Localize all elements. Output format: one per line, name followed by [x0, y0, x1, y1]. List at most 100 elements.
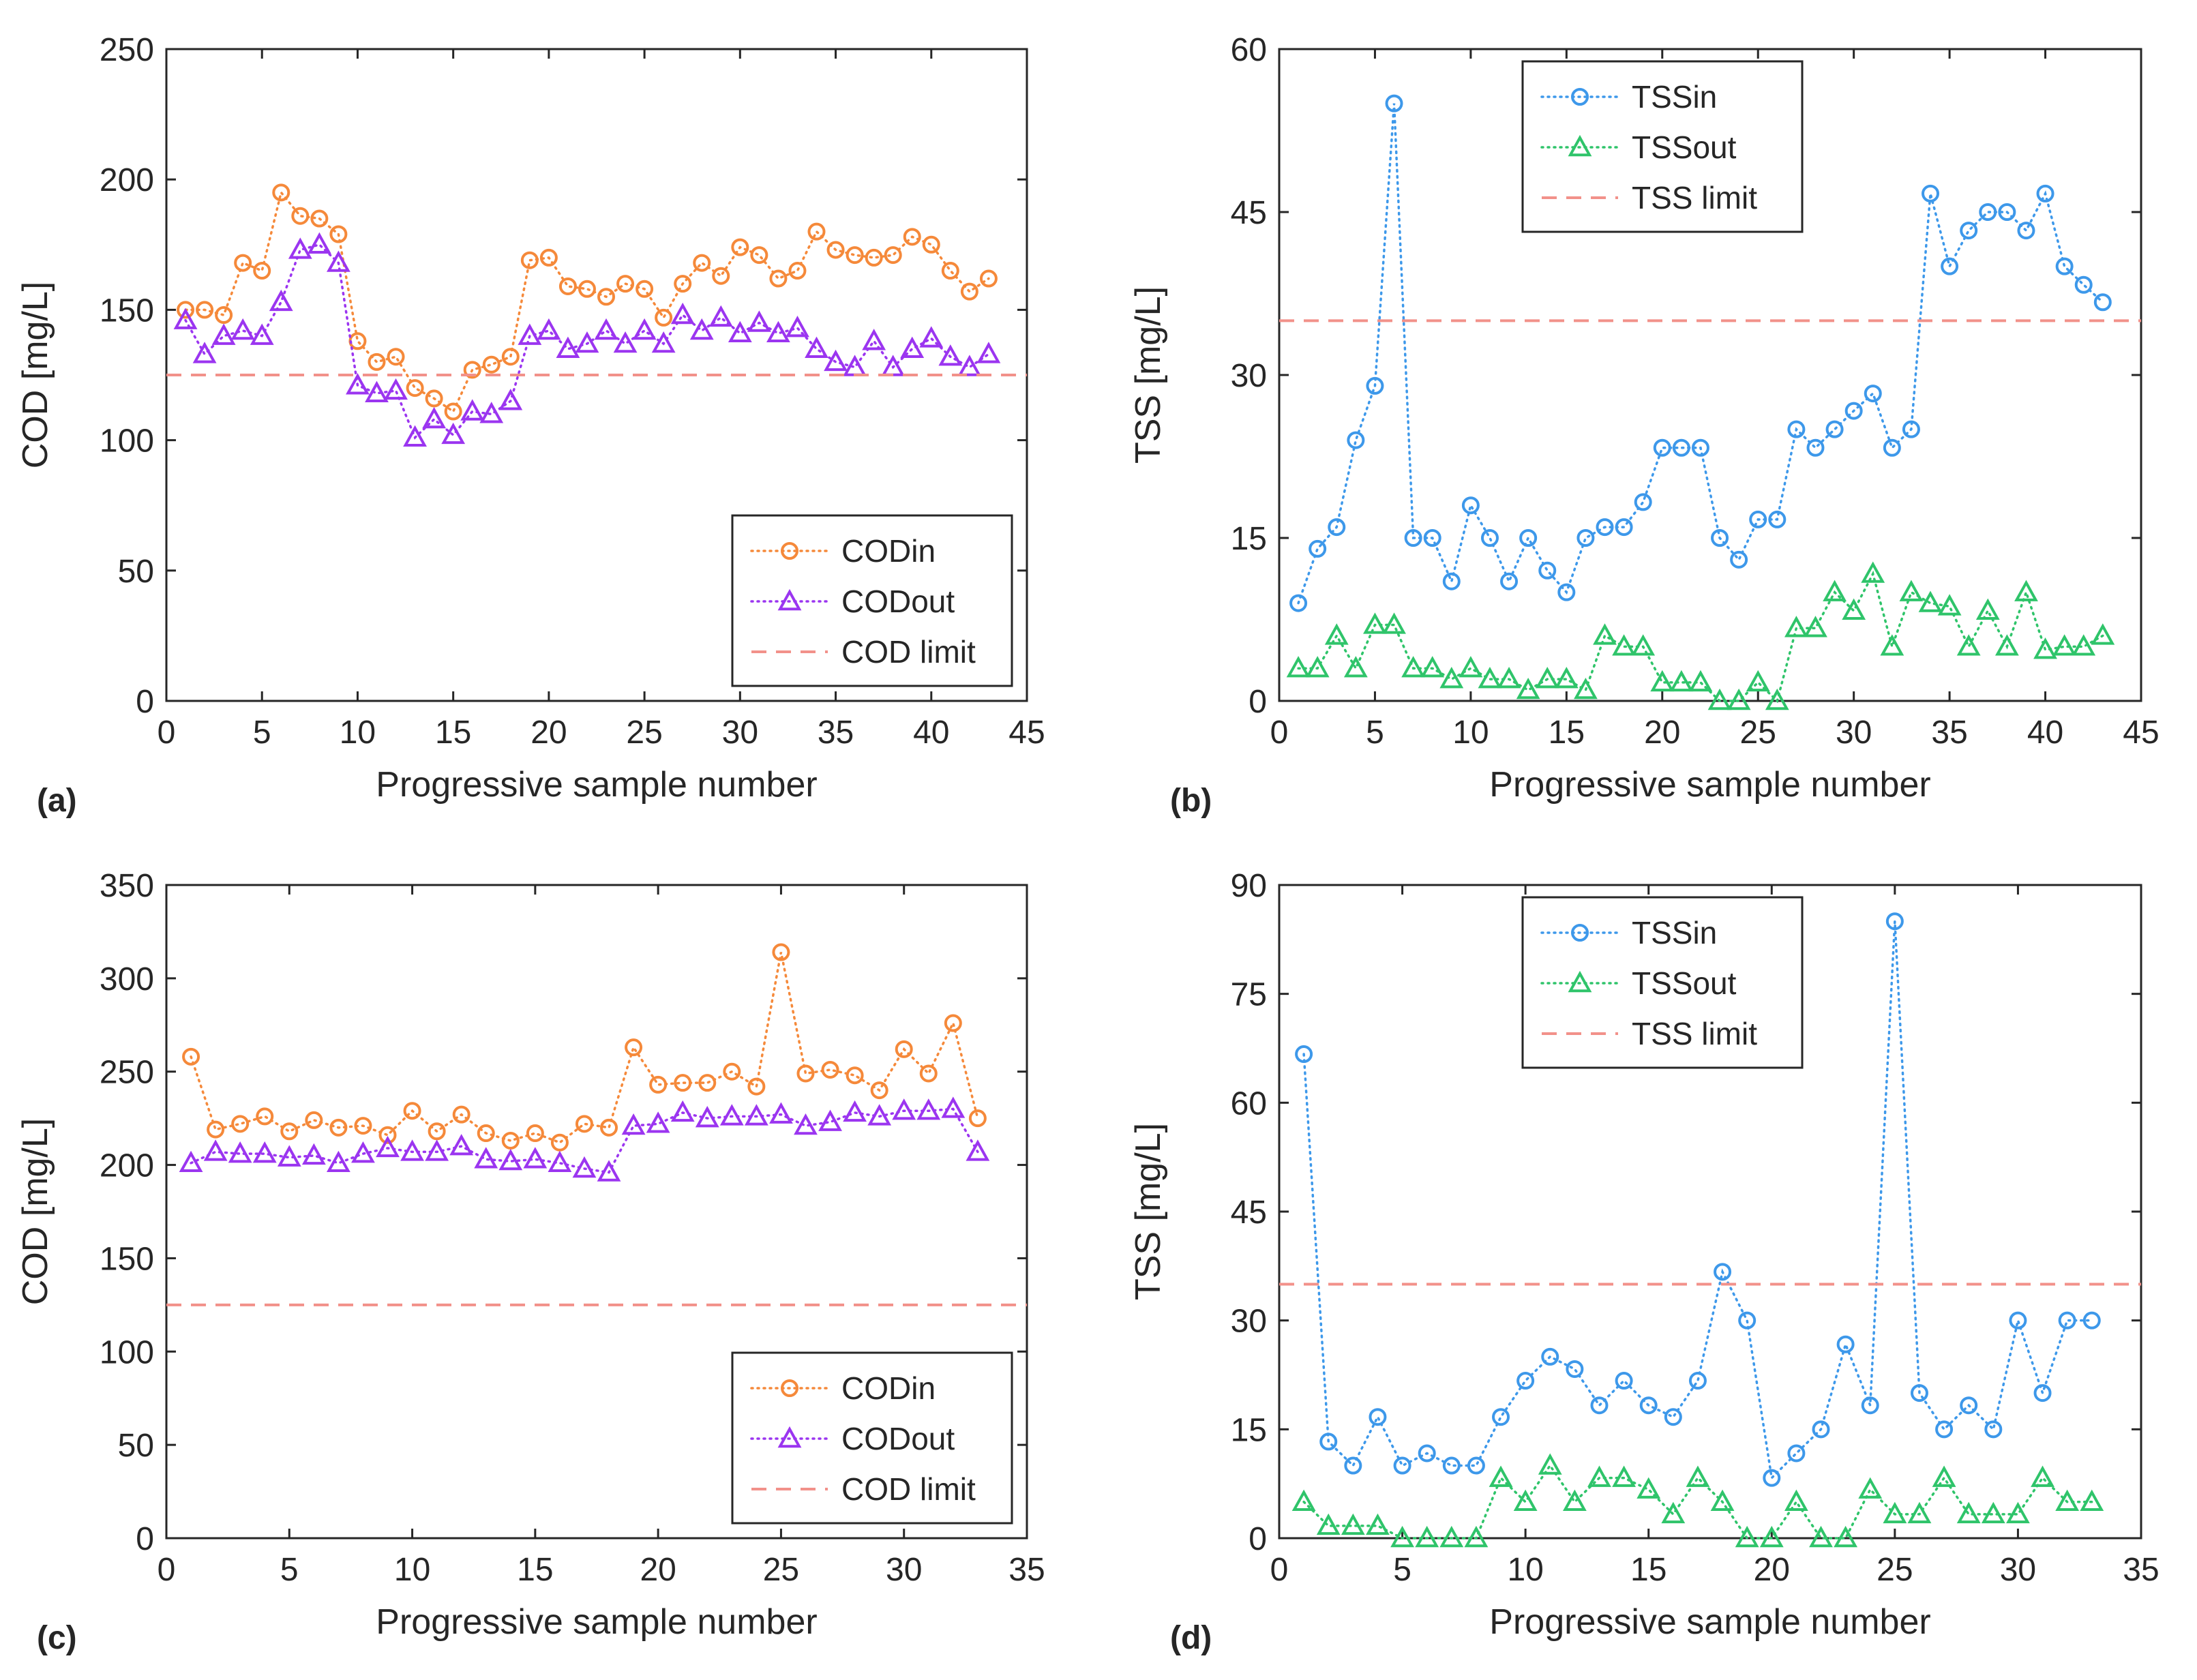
- y-tick-label: 15: [1231, 1412, 1267, 1448]
- data-point: [2074, 275, 2093, 294]
- data-point: [1596, 518, 1614, 537]
- x-tick-label: 25: [763, 1552, 799, 1588]
- data-point: [539, 248, 558, 267]
- legend-marker: [777, 1426, 802, 1448]
- data-point: [365, 380, 389, 402]
- data-point: [403, 425, 427, 447]
- data-point: [444, 402, 462, 421]
- legend-box: [731, 514, 1013, 687]
- data-point: [944, 1014, 962, 1032]
- x-tick-label: 10: [1452, 715, 1489, 751]
- x-tick-label: 45: [1008, 715, 1045, 751]
- chart-panel-d: 0 5 10 15 20 25 30 35 0 15 30 45 60 75 90 Progressive s…: [1129, 868, 2159, 1656]
- data-point: [301, 1143, 326, 1165]
- x-tick-label: 20: [530, 715, 567, 751]
- data-point: [1639, 1396, 1658, 1415]
- data-point: [575, 1115, 593, 1133]
- data-point: [976, 342, 1001, 363]
- x-tick-label: 5: [280, 1552, 299, 1588]
- data-point: [387, 348, 405, 366]
- data-point: [368, 352, 386, 371]
- data-point: [1880, 634, 1904, 656]
- y-tick-label: 15: [1231, 521, 1267, 557]
- data-point: [698, 1074, 717, 1092]
- data-point: [769, 1102, 793, 1124]
- data-point: [1922, 184, 1940, 202]
- data-point: [723, 1062, 741, 1081]
- data-point: [428, 1122, 446, 1141]
- x-tick-label: 20: [1754, 1552, 1790, 1588]
- data-point: [919, 1064, 938, 1083]
- data-point: [192, 342, 217, 363]
- data-point: [1286, 656, 1311, 678]
- data-point: [1497, 667, 1521, 689]
- data-point: [766, 320, 790, 343]
- legend-entry: CODout: [841, 1421, 955, 1456]
- legend-entry: CODin: [841, 533, 936, 569]
- series-line-tssin: [1297, 103, 2104, 605]
- data-point: [449, 1134, 474, 1156]
- data-point: [613, 331, 638, 353]
- data-point: [1935, 1420, 1954, 1439]
- legend-marker: [1571, 88, 1589, 106]
- data-point: [277, 1145, 301, 1167]
- data-point: [2058, 1311, 2076, 1330]
- data-point: [689, 318, 714, 340]
- data-point: [1442, 1456, 1461, 1475]
- data-point: [2036, 184, 2054, 202]
- legend-entry: COD limit: [841, 1471, 976, 1507]
- data-point: [1956, 1501, 1981, 1524]
- data-point: [523, 1147, 548, 1169]
- data-point: [2055, 257, 2074, 275]
- data-point: [518, 323, 542, 345]
- data-point: [1291, 1489, 1316, 1511]
- data-point: [2052, 634, 2077, 656]
- y-tick-label: 300: [100, 961, 154, 997]
- data-point: [744, 1104, 768, 1126]
- data-point: [526, 1124, 544, 1143]
- series-line-tssin: [1302, 921, 2093, 1481]
- data-point: [384, 378, 408, 400]
- data-point: [1844, 402, 1863, 420]
- data-point: [479, 402, 504, 423]
- data-point: [1765, 688, 1789, 710]
- data-point: [1464, 1525, 1489, 1548]
- data-point: [1415, 1525, 1439, 1548]
- data-point: [695, 1106, 719, 1128]
- data-point: [1842, 598, 1866, 620]
- data-point: [376, 1135, 400, 1158]
- data-point: [1823, 580, 1847, 601]
- data-point: [1910, 1384, 1928, 1402]
- data-point: [708, 305, 733, 327]
- x-tick-label: 5: [1393, 1552, 1411, 1588]
- data-point: [1566, 1360, 1584, 1378]
- data-point: [979, 269, 998, 288]
- data-point: [203, 1139, 228, 1161]
- legend-marker: [1568, 970, 1592, 993]
- data-point: [1634, 493, 1652, 511]
- data-point: [1401, 656, 1426, 678]
- data-point: [1492, 1408, 1510, 1426]
- data-point: [2055, 1489, 2080, 1511]
- legend-marker: [1571, 924, 1589, 942]
- data-point: [291, 207, 310, 225]
- legend-marker: [781, 1379, 798, 1397]
- panel-label: (d): [1170, 1620, 1212, 1656]
- data-point: [616, 275, 635, 293]
- data-point: [941, 1096, 966, 1118]
- data-point: [1688, 670, 1713, 692]
- data-point: [1562, 1489, 1587, 1511]
- data-point: [1787, 1444, 1806, 1462]
- data-point: [425, 389, 443, 408]
- data-point: [288, 237, 312, 259]
- y-tick-label: 0: [136, 684, 154, 720]
- x-tick-label: 40: [2027, 715, 2063, 751]
- data-point: [556, 336, 580, 358]
- data-point: [1861, 1396, 1879, 1415]
- data-point: [826, 241, 845, 259]
- data-point: [403, 1102, 421, 1120]
- data-point: [621, 1113, 646, 1135]
- data-point: [1686, 1465, 1710, 1487]
- data-point: [1478, 667, 1502, 689]
- data-point: [182, 1047, 200, 1066]
